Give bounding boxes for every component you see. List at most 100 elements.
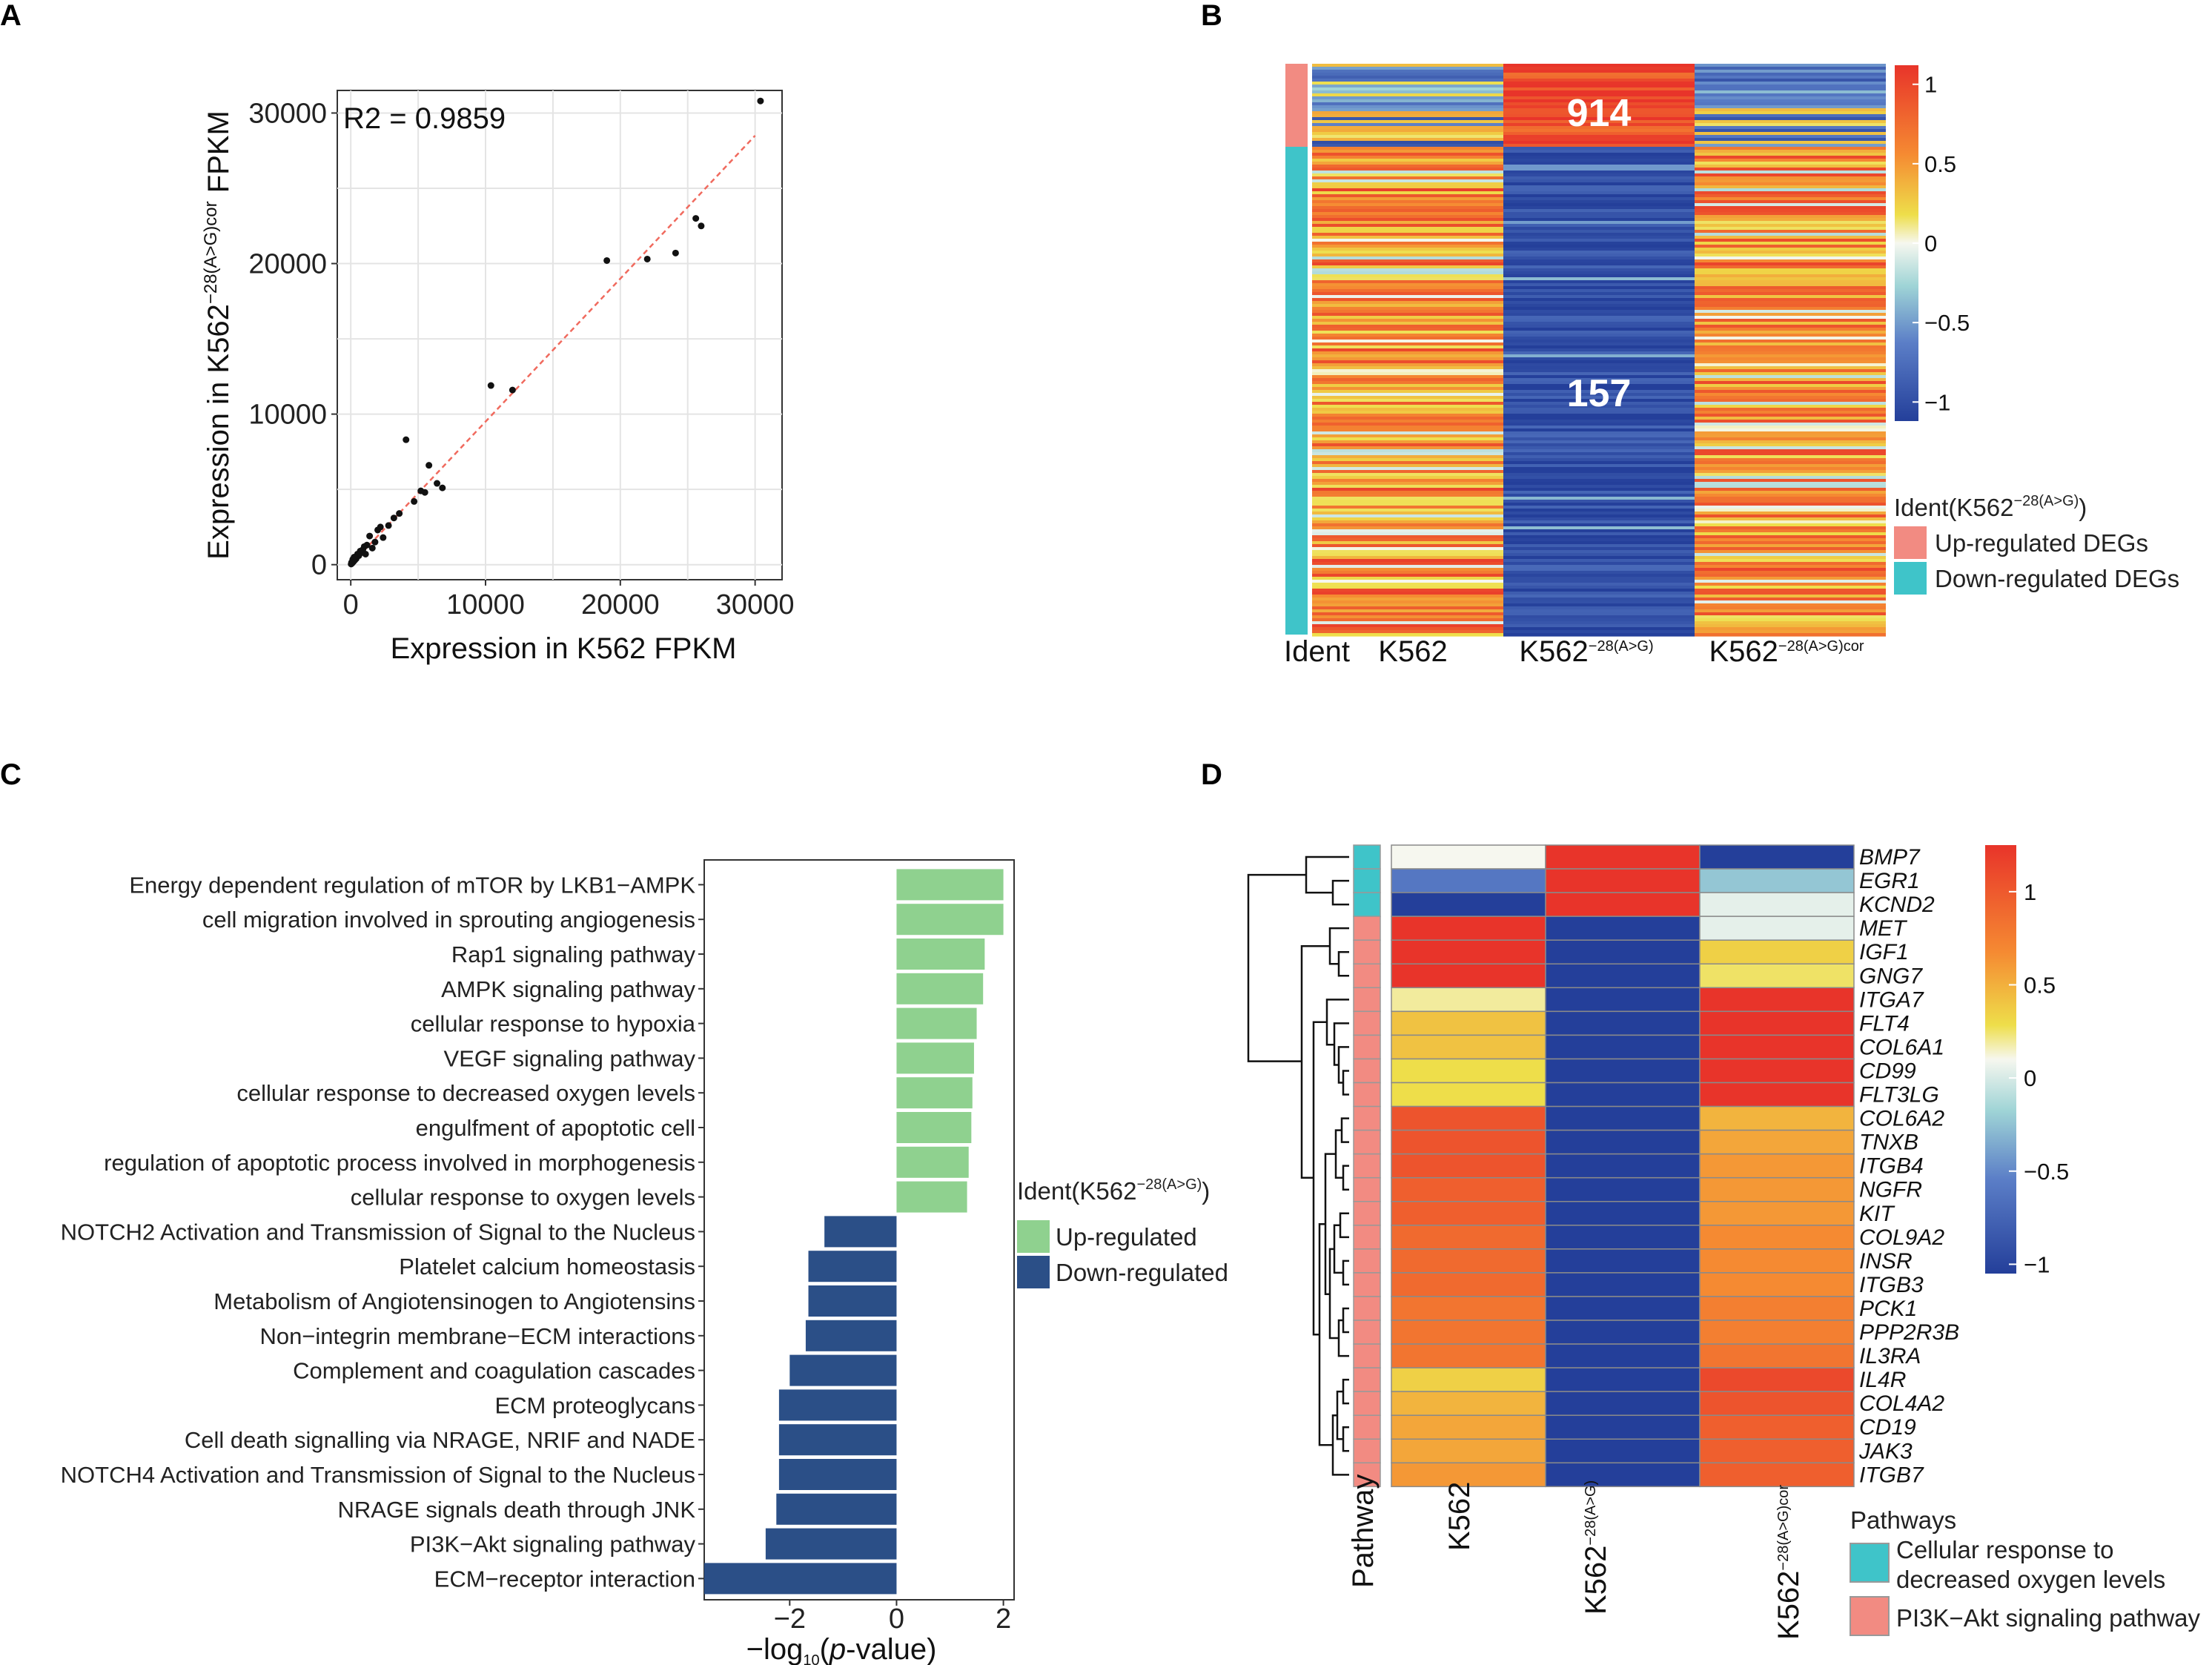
scatter-point [487,382,494,389]
heatmap-row-stripe [1312,387,1503,391]
gene-label: COL4A2 [1859,1391,1944,1416]
heatmap-row-stripe [1312,624,1503,628]
bar [808,1251,897,1282]
heatmap-row-stripe [1312,381,1503,385]
heatmap-row-stripe [1695,165,1886,168]
gene-label: BMP7 [1859,845,1921,870]
heatmap-row-stripe [1312,295,1503,299]
heatmap-row-stripe [1695,624,1886,628]
heatmap-row-stripe [1695,633,1886,637]
heatmap-row-stripe [1312,535,1503,539]
column-label-k562-mut: K562−28(A>G) [1519,635,1653,668]
heatmap-row-stripe [1503,274,1695,278]
heatmap-row-stripe [1503,111,1695,115]
heatmap-row-stripe [1503,120,1695,124]
heatmap-row-stripe [1695,117,1886,121]
heatmap-cell [1391,1034,1546,1060]
heatmap-row-stripe [1503,506,1695,509]
heatmap-row-stripe [1695,446,1886,450]
heatmap-row-stripe [1503,105,1695,109]
heatmap-row-stripe [1695,351,1886,355]
dendrogram-branch [1333,1224,1343,1274]
heatmap-row-stripe [1695,85,1886,88]
heatmap-row-stripe [1503,529,1695,533]
heatmap-row-stripe [1695,265,1886,269]
heatmap-row-stripe [1312,87,1503,91]
heatmap-cell [1699,987,1855,1013]
term-label: Metabolism of Angiotensinogen to Angiote… [213,1288,695,1314]
heatmap-row-stripe [1503,209,1695,213]
heatmap-cell [1699,1105,1855,1131]
x-tick-label: −2 [774,1603,806,1635]
bar [896,973,984,1004]
heatmap-cell [1391,987,1546,1013]
heatmap-row-stripe [1503,627,1695,631]
heatmap-row-stripe [1312,239,1503,242]
heatmap-row-stripe [1312,265,1503,269]
pathway-col-label: Pathway [1347,1474,1380,1588]
colorbar-tick-label: −0.5 [1924,310,1970,336]
heatmap-row-stripe [1312,310,1503,314]
heatmap-row-stripe [1312,440,1503,444]
heatmap-cell [1391,1414,1546,1440]
gene-label: PPP2R3B [1859,1320,1959,1345]
heatmap-row-stripe [1695,289,1886,293]
y-tick-label: 30000 [248,98,327,129]
heatmap-row-stripe [1695,497,1886,500]
heatmap-cell [1391,1010,1546,1036]
term-label: cellular response to oxygen levels [351,1185,695,1211]
scatter-point [362,550,369,557]
scatter-point [509,386,516,394]
heatmap-row-stripe [1695,313,1886,317]
heatmap-row-stripe [1695,520,1886,524]
heatmap-row-stripe [1503,206,1695,210]
heatmap-row-stripe [1503,337,1695,340]
heatmap-row-stripe [1503,354,1695,358]
heatmap-row-stripe [1312,452,1503,456]
heatmap-cell [1391,1225,1546,1250]
heatmap-cell [1545,1391,1701,1416]
heatmap-row-stripe [1695,64,1886,67]
heatmap-row-stripe [1695,76,1886,79]
x-tick-label: 2 [996,1603,1011,1635]
heatmap-row-stripe [1312,420,1503,423]
heatmap-row-stripe [1695,458,1886,462]
scatter-point [380,534,387,541]
term-label: Complement and coagulation cascades [293,1358,695,1384]
heatmap-row-stripe [1695,363,1886,367]
scatter-x-label: Expression in K562 FPKM [391,632,737,665]
heatmap-row-stripe [1312,176,1503,180]
heatmap-cell [1545,1105,1701,1131]
dendrogram-branch [1305,855,1349,894]
heatmap-row-stripe [1312,325,1503,328]
heatmap-row-stripe [1312,203,1503,207]
heatmap-row-stripe [1695,529,1886,533]
heatmap-row-stripe [1503,159,1695,162]
heatmap-row-stripe [1695,283,1886,287]
heatmap-cell [1699,1129,1855,1155]
heatmap-row-stripe [1503,366,1695,370]
heatmap-row-stripe [1695,586,1886,589]
pathway-cell [1353,1010,1381,1036]
heatmap-cell [1391,963,1546,989]
heatmap-row-stripe [1695,307,1886,311]
heatmap-row-stripe [1503,494,1695,497]
heatmap-row-stripe [1503,497,1695,500]
heatmap-cell [1545,1320,1701,1345]
heatmap-row-stripe [1312,221,1503,225]
heatmap-row-stripe [1695,173,1886,177]
heatmap-row-stripe [1695,467,1886,471]
pathway-legend-title: Pathways [1850,1506,1956,1534]
heatmap-row-stripe [1503,393,1695,397]
heatmap-row-stripe [1312,212,1503,216]
heatmap-row-stripe [1695,242,1886,245]
pathway-cell [1353,1272,1381,1297]
heatmap-row-stripe [1695,105,1886,109]
heatmap-cell [1545,1058,1701,1084]
heatmap-row-stripe [1312,215,1503,219]
heatmap-row-stripe [1503,322,1695,325]
heatmap-row-stripe [1695,606,1886,610]
dendrogram-branch [1333,1022,1349,1066]
heatmap-row-stripe [1695,396,1886,400]
heatmap-cell [1545,963,1701,989]
